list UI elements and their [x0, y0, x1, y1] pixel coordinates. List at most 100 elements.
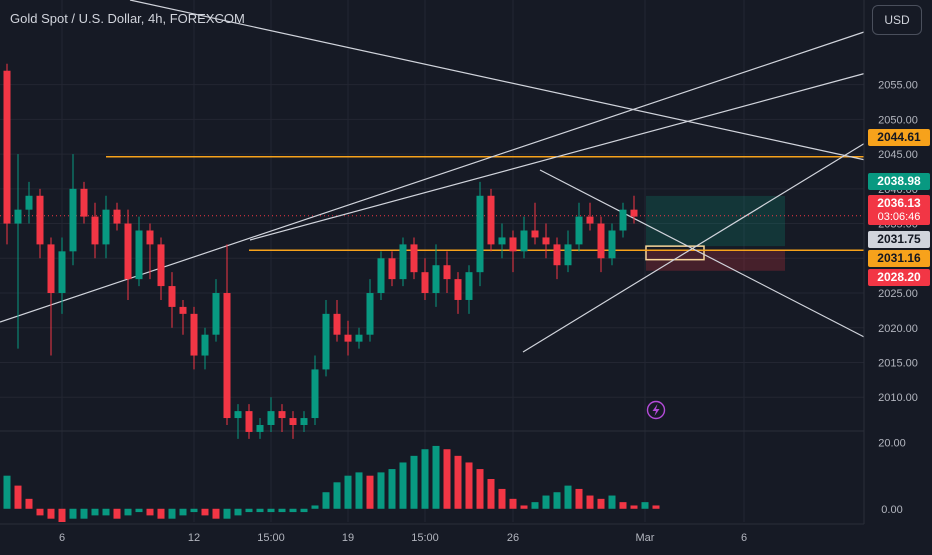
- price-label-bg: [868, 129, 930, 146]
- oscillator-bar: [377, 472, 385, 509]
- oscillator-bar: [344, 475, 352, 509]
- oscillator-bar: [146, 508, 154, 516]
- x-tick-label: 6: [741, 532, 747, 544]
- lightning-icon-ring: [646, 400, 666, 420]
- oscillator-bar: [487, 479, 495, 509]
- candle-body: [388, 258, 396, 280]
- currency-button[interactable]: USD: [872, 5, 922, 35]
- y-tick-label: 2010.00: [878, 392, 918, 404]
- candle-body: [366, 293, 374, 335]
- oscillator-bar: [322, 492, 330, 509]
- oscillator-bar: [179, 508, 187, 516]
- price-label: 2031.75: [868, 231, 930, 248]
- oscillator-bar: [113, 508, 121, 519]
- oscillator-bar: [80, 508, 88, 519]
- price-label-text: 2028.20: [877, 270, 921, 284]
- price-label-text: 2044.61: [877, 130, 921, 144]
- oscillator-bar: [641, 502, 649, 509]
- candle-body: [399, 244, 407, 280]
- candle-body: [355, 334, 363, 342]
- candle-body: [146, 230, 154, 245]
- price-label-countdown: 03:06:46: [878, 211, 921, 223]
- oscillator-bar: [212, 508, 220, 519]
- y-tick-label: 2055.00: [878, 80, 918, 92]
- price-label-bg: [868, 173, 930, 190]
- candle-body: [124, 223, 132, 280]
- oscillator-bar: [289, 508, 297, 513]
- oscillator-bar: [157, 508, 165, 519]
- oscillator-bar: [586, 495, 594, 509]
- candle-body: [553, 244, 561, 266]
- oscillator-bar: [520, 505, 528, 509]
- oscillator-bar: [3, 475, 11, 509]
- candle-body: [289, 418, 297, 425]
- candle-body: [421, 272, 429, 294]
- price-label: 2044.61: [868, 129, 930, 146]
- y-tick-label: 2025.00: [878, 288, 918, 300]
- candle-body: [333, 313, 341, 335]
- oscillator-bar: [542, 495, 550, 509]
- oscillator-bar: [168, 508, 176, 519]
- oscillator-bar: [333, 482, 341, 509]
- oscillator-bar: [498, 488, 506, 509]
- y-tick-label: 2020.00: [878, 323, 918, 335]
- trendline-ascending-lower: [249, 71, 871, 241]
- candle-body: [498, 237, 506, 245]
- oscillator-bar: [630, 505, 638, 509]
- candle-body: [432, 265, 440, 294]
- candle-body: [179, 306, 187, 314]
- candle-body: [454, 279, 462, 300]
- oscillator-bar: [223, 508, 231, 519]
- price-label-bg: [868, 195, 930, 225]
- oscillator-bar: [135, 508, 143, 513]
- candle-body: [619, 209, 627, 231]
- candle-body: [564, 244, 572, 266]
- x-tick-label: 19: [342, 532, 354, 544]
- price-label: 2038.98: [868, 173, 930, 190]
- candle-body: [344, 334, 352, 342]
- candle-body: [443, 265, 451, 280]
- x-tick-label: 6: [59, 532, 65, 544]
- oscillator-bar: [14, 485, 22, 509]
- candle-body: [190, 313, 198, 356]
- oscillator-bar: [619, 502, 627, 509]
- oscillator-bar: [454, 455, 462, 509]
- candle-body: [410, 244, 418, 273]
- oscillator-bar: [355, 472, 363, 509]
- oscillator-bar: [432, 445, 440, 509]
- oscillator-tick-label: 20.00: [878, 438, 906, 450]
- oscillator-bar: [201, 508, 209, 516]
- lightning-icon-bolt: [652, 404, 660, 416]
- candle-body: [575, 216, 583, 245]
- candle-body: [465, 272, 473, 300]
- oscillator-bar: [388, 469, 396, 509]
- candle-body: [256, 425, 264, 432]
- oscillator-bar: [102, 508, 110, 516]
- oscillator-bar: [91, 508, 99, 516]
- oscillator-bar: [553, 492, 561, 509]
- oscillator-bar: [311, 505, 319, 509]
- oscillator-bar: [69, 508, 77, 519]
- candle-body: [542, 237, 550, 245]
- trendline-ascending-upper: [0, 29, 871, 323]
- candle-body: [47, 244, 55, 294]
- candle-body: [608, 230, 616, 259]
- candle-body: [531, 230, 539, 238]
- oscillator-bar: [597, 498, 605, 509]
- candle-body: [223, 293, 231, 419]
- candle-body: [311, 369, 319, 419]
- candle-body: [487, 195, 495, 245]
- oscillator-tick-label: 0.00: [881, 504, 902, 516]
- candle-body: [113, 209, 121, 224]
- oscillator-bar: [124, 508, 132, 516]
- oscillator-bar: [267, 508, 275, 513]
- candle-body: [25, 195, 33, 210]
- candle-body: [69, 188, 77, 252]
- x-tick-label: Mar: [636, 532, 655, 544]
- price-label-text: 2036.13: [877, 196, 921, 210]
- x-tick-label: 15:00: [257, 532, 285, 544]
- candle-body: [91, 216, 99, 245]
- candle-body: [377, 258, 385, 294]
